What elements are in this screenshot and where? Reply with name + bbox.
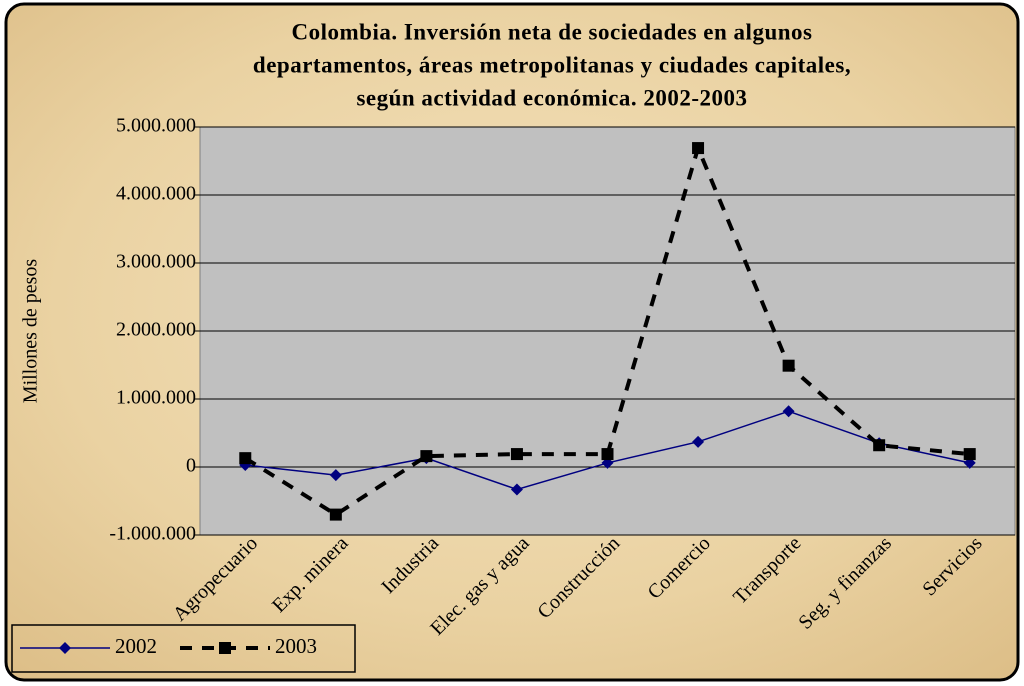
- data-point: [510, 448, 523, 461]
- y-tick-label: 4.000.000: [116, 183, 196, 205]
- y-tick-label: 3.000.000: [116, 251, 196, 273]
- data-point: [420, 450, 433, 463]
- chart-title: según actividad económica. 2002-2003: [356, 85, 747, 110]
- y-tick-label: -1.000.000: [109, 523, 196, 545]
- y-tick-label: 1.000.000: [116, 387, 196, 409]
- legend-label: 2002: [115, 634, 157, 658]
- data-point: [782, 405, 795, 418]
- legend-marker: [219, 642, 231, 654]
- legend-marker: [59, 642, 71, 654]
- y-axis-label: Millones de pesos: [20, 259, 42, 404]
- data-point: [329, 469, 342, 482]
- data-point: [601, 448, 614, 461]
- y-tick-label: 5.000.000: [116, 115, 196, 137]
- data-point: [963, 448, 976, 461]
- data-point: [782, 359, 795, 372]
- legend-label: 2003: [275, 634, 317, 658]
- data-point: [239, 452, 252, 465]
- chart-title: departamentos, áreas metropolitanas y ci…: [253, 52, 851, 77]
- data-point: [873, 439, 886, 452]
- data-point: [692, 435, 705, 448]
- data-point: [329, 508, 342, 521]
- data-point: [692, 142, 705, 155]
- data-point: [510, 483, 523, 496]
- y-tick-label: 0: [186, 455, 196, 477]
- y-tick-label: 2.000.000: [116, 319, 196, 341]
- legend-box: [11, 624, 356, 673]
- chart-title: Colombia. Inversión neta de sociedades e…: [292, 19, 813, 44]
- series-line: [244, 142, 970, 517]
